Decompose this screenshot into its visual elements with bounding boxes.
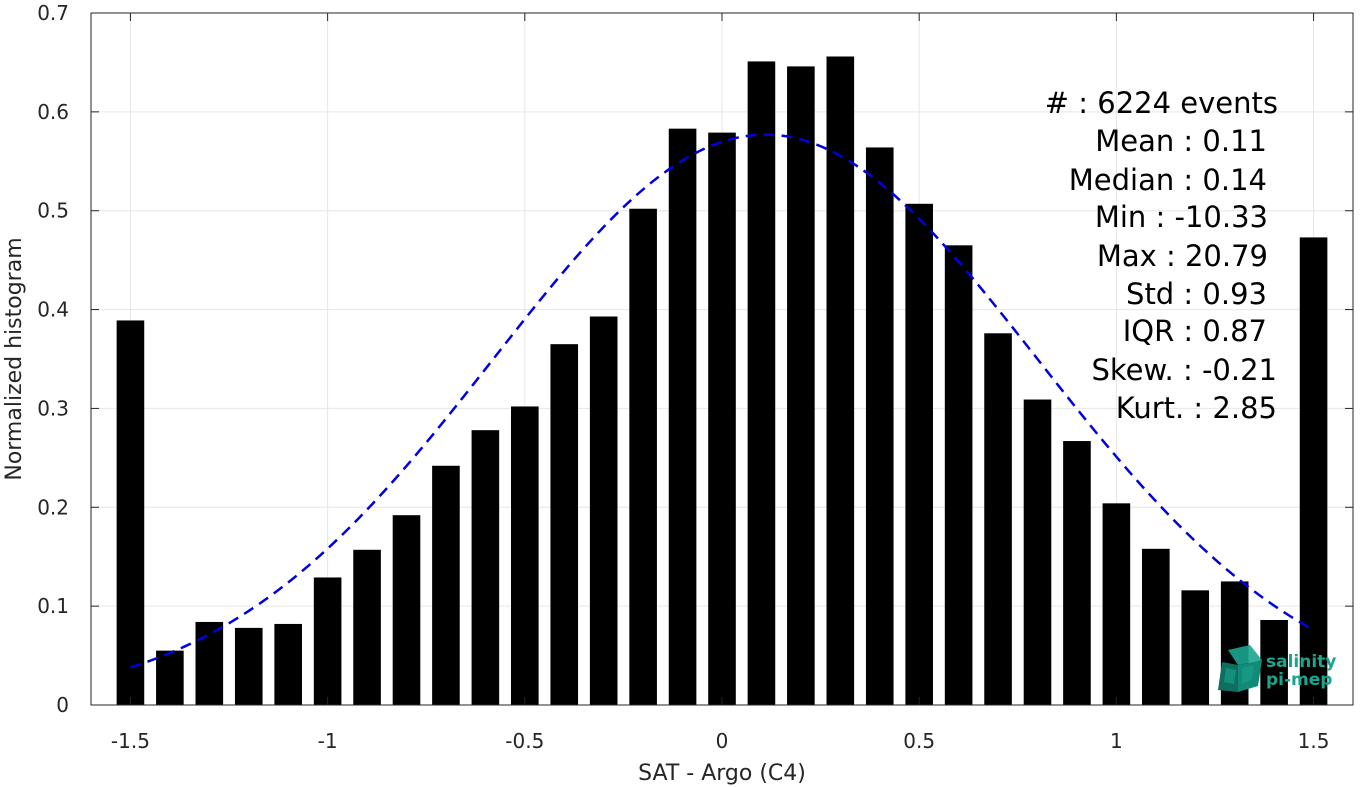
bar-10 <box>511 406 539 705</box>
y-tick-label-4: 0.4 <box>37 298 69 322</box>
bar-8 <box>432 465 460 705</box>
bar-12 <box>589 316 618 705</box>
bar-29 <box>1260 619 1288 705</box>
stat-kurt: Kurt. : 2.85 <box>1116 391 1277 425</box>
x-tick-label-0: -1.5 <box>111 729 150 753</box>
stat-skew: Skew. : -0.21 <box>1091 353 1277 387</box>
stat-events: # : 6224 events <box>1045 86 1278 120</box>
bar-24 <box>1063 441 1091 705</box>
y-tick-label-7: 0.7 <box>37 1 69 25</box>
bar-20 <box>905 203 933 705</box>
bar-26 <box>1142 548 1170 705</box>
x-tick-label-5: 1 <box>1110 729 1123 753</box>
y-tick-label-6: 0.6 <box>37 100 69 124</box>
stat-std: Std : 0.93 <box>1126 277 1267 311</box>
bar-13 <box>629 208 657 706</box>
bar-15 <box>708 132 736 706</box>
stat-max: Max : 20.79 <box>1097 239 1268 273</box>
bar-2 <box>195 621 224 705</box>
stat-iqr: IQR : 0.87 <box>1123 314 1267 348</box>
y-axis-ticks: 0 0.1 0.2 0.3 0.4 0.5 0.6 0.7 <box>37 1 1353 717</box>
stats-panel: # : 6224 events Mean : 0.11 Median : 0.1… <box>1045 86 1278 425</box>
x-tick-label-6: 1.5 <box>1298 729 1330 753</box>
bar-7 <box>392 515 421 705</box>
bar-14 <box>668 128 697 706</box>
logo-line2: pi-mep <box>1266 670 1332 690</box>
bar-22 <box>984 333 1012 705</box>
bar-1 <box>156 650 184 705</box>
bar-18 <box>826 56 855 706</box>
cube-logo-icon <box>1218 645 1262 692</box>
logo-line1: salinity <box>1266 652 1336 672</box>
y-tick-label-0: 0 <box>56 693 69 717</box>
bar-3 <box>234 627 263 705</box>
x-tick-label-1: -1 <box>318 729 338 753</box>
stat-mean: Mean : 0.11 <box>1095 124 1267 158</box>
bar-30 <box>1299 237 1328 706</box>
bar-0 <box>116 320 145 705</box>
y-tick-label-2: 0.2 <box>37 495 69 519</box>
bar-17 <box>787 66 815 705</box>
y-tick-label-1: 0.1 <box>37 594 69 618</box>
stat-median: Median : 0.14 <box>1069 163 1267 197</box>
x-axis-label: SAT - Argo (C4) <box>638 761 806 786</box>
bar-27 <box>1181 590 1210 705</box>
y-tick-label-3: 0.3 <box>37 396 69 420</box>
bar-11 <box>550 344 579 705</box>
bar-16 <box>747 61 776 705</box>
gaussian-fit-curve <box>130 133 1315 669</box>
bar-21 <box>944 245 973 706</box>
x-tick-label-3: 0 <box>716 729 729 753</box>
x-tick-label-4: 0.5 <box>903 729 935 753</box>
salinity-pimep-logo: salinity pi-mep <box>1218 645 1336 692</box>
stat-min: Min : -10.33 <box>1095 200 1268 234</box>
y-tick-label-5: 0.5 <box>37 199 69 223</box>
bar-6 <box>353 549 381 705</box>
bars <box>116 56 1328 706</box>
bar-9 <box>471 430 500 705</box>
y-axis-label: Normalized histogram <box>2 237 27 480</box>
x-tick-label-2: -0.5 <box>505 729 544 753</box>
bar-23 <box>1023 399 1052 705</box>
bar-25 <box>1102 503 1131 705</box>
bar-19 <box>865 147 894 706</box>
bar-5 <box>313 577 342 705</box>
x-axis-ticks: -1.5 -1 -0.5 0 0.5 1 1.5 <box>111 13 1330 753</box>
bar-4 <box>274 623 302 705</box>
